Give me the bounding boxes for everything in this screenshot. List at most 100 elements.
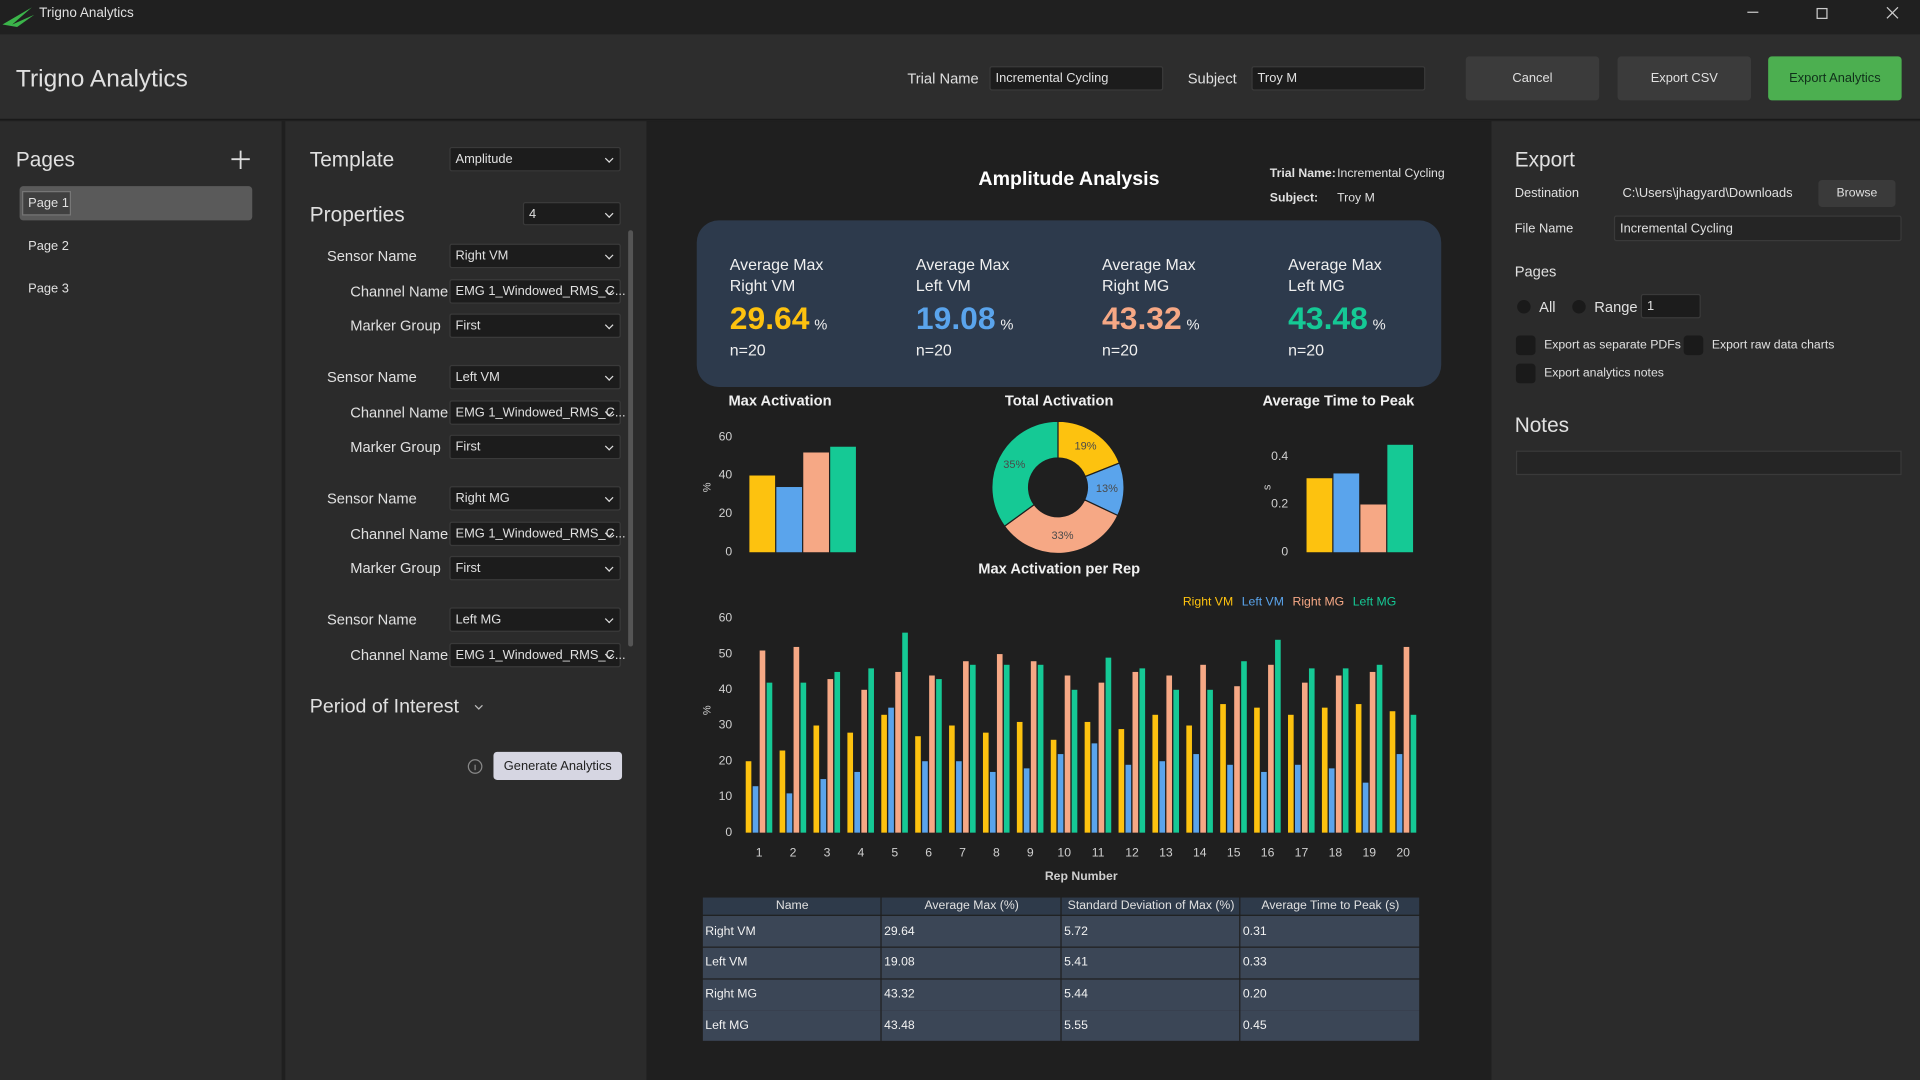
dropdown[interactable]: Left VM — [449, 364, 621, 390]
input-text: 4 — [528, 206, 537, 222]
bar — [1294, 764, 1301, 833]
bar — [881, 714, 887, 833]
button-label: Generate Analytics — [503, 758, 612, 774]
legend-entry: Left MG — [1353, 595, 1397, 609]
bar — [929, 675, 935, 833]
info-icon[interactable] — [467, 759, 483, 774]
x-tick-label: 4 — [857, 846, 864, 860]
dropdown[interactable]: Right VM — [449, 243, 621, 269]
period-chevron[interactable] — [474, 704, 483, 710]
table-text: 0.31 — [1242, 924, 1267, 938]
input-text: First — [455, 560, 481, 576]
input[interactable]: Troy M — [1251, 66, 1426, 91]
section-title: Template — [309, 148, 395, 172]
table-text: 0.20 — [1242, 987, 1267, 1002]
close-icon[interactable] — [1886, 6, 1899, 19]
add-page-icon[interactable] — [231, 150, 250, 169]
header-bar — [0, 34, 1920, 120]
button[interactable]: Cancel — [1465, 56, 1600, 101]
input[interactable]: Incremental Cycling — [1613, 215, 1902, 242]
table-text: 0.33 — [1242, 956, 1267, 970]
bar — [1152, 714, 1159, 833]
table-cell: 5.41 — [1061, 947, 1240, 979]
section-title: Properties — [309, 203, 405, 227]
dropdown[interactable]: First — [449, 434, 621, 460]
input-text: Left VM — [455, 369, 500, 385]
input-text: Incremental Cycling — [1620, 221, 1733, 236]
dropdown[interactable]: First — [449, 555, 621, 581]
bar — [1193, 754, 1199, 833]
dropdown[interactable]: EMG 1_Windowed_RMS_C... — [449, 278, 626, 304]
dropdown[interactable]: First — [449, 313, 621, 338]
panel-title: Notes — [1514, 413, 1570, 438]
bar — [820, 779, 827, 833]
button[interactable]: Browse — [1818, 180, 1896, 207]
table-cell: 0.33 — [1240, 947, 1420, 979]
button[interactable]: Export Analytics — [1768, 56, 1902, 101]
page-item-selected[interactable]: Page 1 — [19, 186, 253, 221]
button[interactable]: Export CSV — [1617, 56, 1752, 101]
card-unit: % — [1186, 315, 1200, 334]
bar — [1335, 675, 1342, 833]
dropdown[interactable]: Amplitude — [449, 146, 621, 172]
card-label: Average Max — [729, 255, 824, 274]
x-tick-label: 19 — [1362, 846, 1376, 860]
bar — [1030, 661, 1037, 833]
pie-slice — [1003, 499, 1119, 555]
table-text: Right VM — [705, 924, 756, 938]
input-text: EMG 1_Windowed_RMS_C... — [455, 283, 626, 299]
bar — [813, 725, 820, 833]
page-item[interactable]: Page 1 — [28, 195, 69, 211]
dropdown[interactable]: Left MG — [449, 607, 621, 632]
bar — [1220, 704, 1226, 833]
bar — [1227, 764, 1233, 833]
card-value: 19.08 — [915, 299, 996, 337]
bar — [1207, 689, 1213, 833]
field-label: File Name — [1514, 221, 1574, 237]
table-text: 0.45 — [1242, 1019, 1267, 1033]
dropdown[interactable]: EMG 1_Windowed_RMS_C... — [449, 642, 626, 667]
button[interactable]: Generate Analytics — [493, 751, 623, 780]
radio[interactable] — [1517, 300, 1531, 314]
dropdown[interactable]: Right MG — [449, 486, 621, 511]
bar — [759, 650, 766, 833]
bar — [1050, 739, 1057, 833]
info-label: Subject: — [1269, 191, 1319, 206]
table-cell: 43.32 — [881, 979, 1061, 1010]
bar — [752, 786, 759, 833]
input[interactable]: 1 — [1640, 293, 1701, 319]
bar — [949, 725, 955, 833]
y-axis-label: % — [702, 482, 714, 492]
scrollbar[interactable] — [628, 230, 634, 647]
card-unit: % — [1372, 315, 1386, 334]
dropdown[interactable]: EMG 1_Windowed_RMS_C... — [449, 399, 626, 425]
checkbox[interactable] — [1683, 335, 1704, 356]
bar — [1403, 646, 1410, 833]
y-tick-label: 40 — [719, 468, 733, 482]
dropdown[interactable]: EMG 1_Windowed_RMS_C... — [449, 521, 626, 546]
checkbox[interactable] — [1515, 363, 1536, 384]
slice-label: 13% — [1096, 483, 1118, 495]
bar — [1003, 664, 1010, 833]
card-label: Left MG — [1288, 276, 1345, 295]
table-text: Left VM — [705, 956, 748, 970]
radio[interactable] — [1572, 300, 1586, 314]
dropdown[interactable]: 4 — [522, 202, 621, 226]
page-item[interactable]: Page 3 — [28, 281, 69, 297]
page-item[interactable]: Page 2 — [28, 238, 69, 254]
summary-box — [696, 220, 1442, 387]
card-label: Average Max — [1288, 255, 1382, 274]
restore-icon[interactable] — [1816, 7, 1828, 19]
checkbox[interactable] — [1515, 335, 1536, 356]
card-value: 43.32 — [1102, 299, 1182, 337]
notes-input[interactable] — [1515, 450, 1902, 476]
app-logo — [2, 7, 35, 27]
x-tick-label: 5 — [891, 846, 898, 860]
bar — [1360, 504, 1387, 553]
button-label: Browse — [1836, 186, 1878, 201]
property-label: Sensor Name — [326, 368, 417, 386]
input[interactable]: Incremental Cycling — [989, 66, 1164, 91]
input-text: First — [455, 318, 481, 334]
table-header-cell: Average Time to Peak (s) — [1240, 897, 1420, 915]
chart-title: Average Time to Peak — [1262, 394, 1415, 410]
